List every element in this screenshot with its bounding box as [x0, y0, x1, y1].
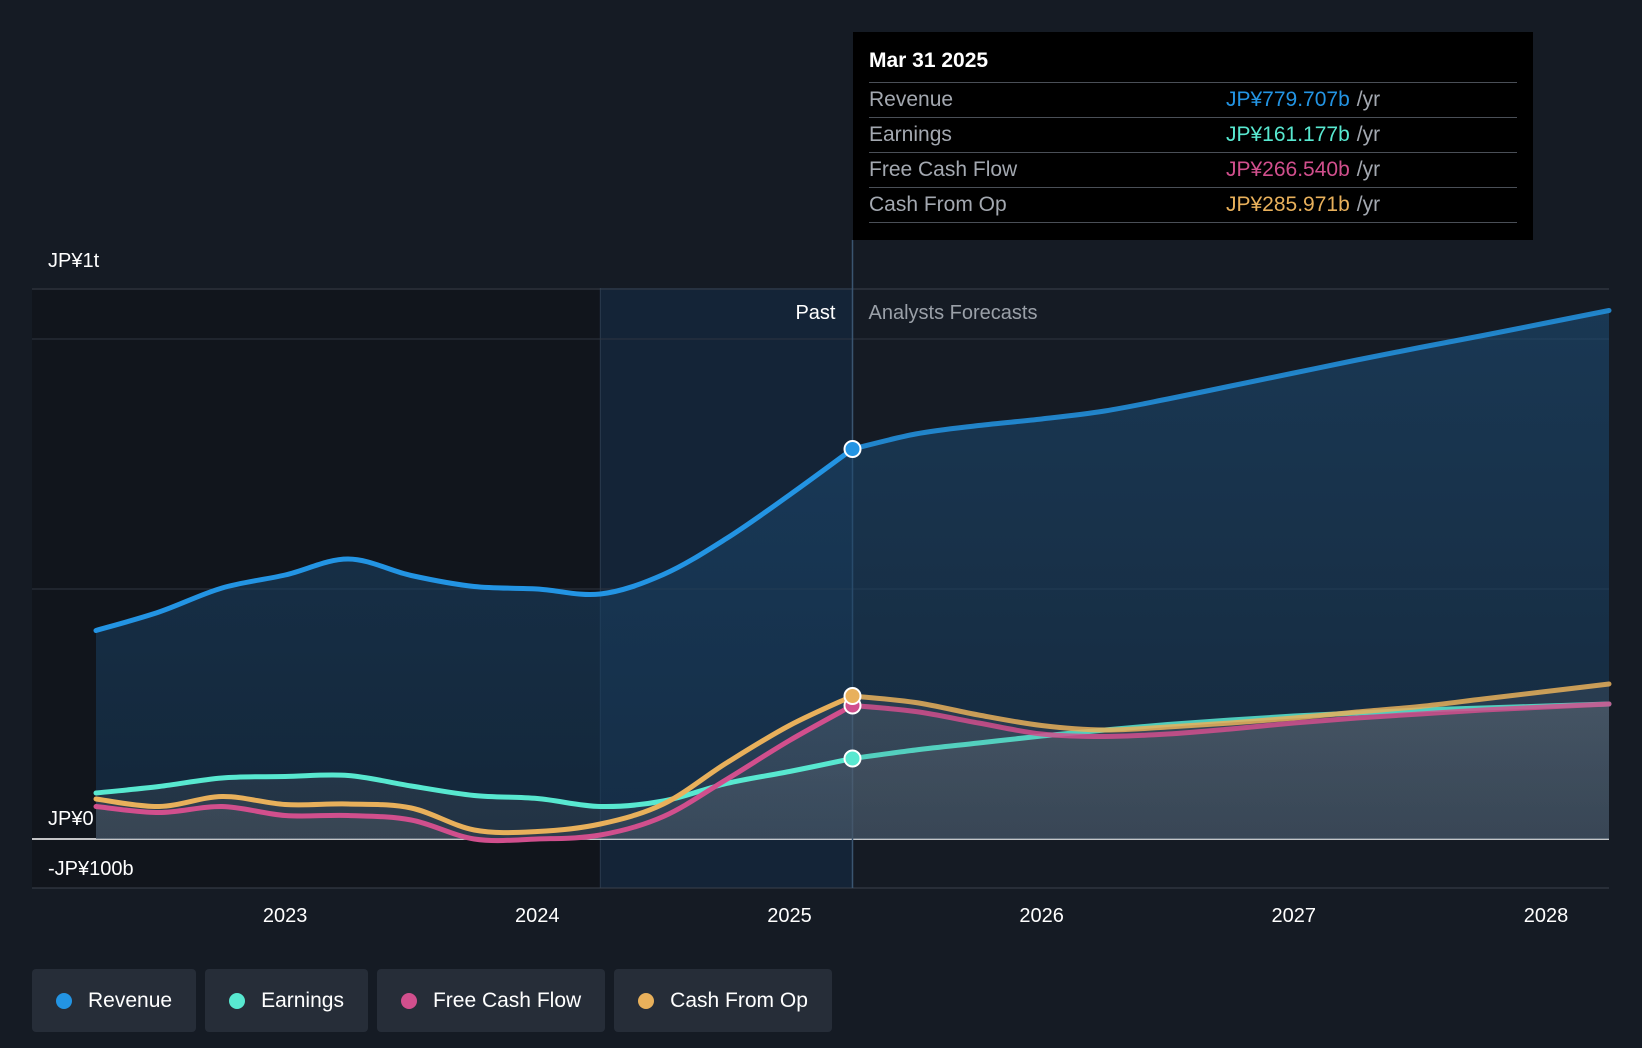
- tooltip-row-name: Free Cash Flow: [869, 158, 1018, 181]
- free-cash-flow-forecast-line: [850, 701, 1612, 740]
- cash-from-op-marker: [843, 687, 862, 705]
- x-axis-tick-label: 2025: [767, 905, 812, 927]
- tooltip-row-unit: /yr: [1356, 193, 1381, 216]
- legend-label: Cash From Op: [670, 988, 808, 1012]
- revenue-past-line: [93, 446, 855, 633]
- x-axis-tick-label: 2026: [1019, 905, 1064, 927]
- y-axis-label: JP¥1t: [48, 250, 100, 272]
- tooltip-row-name: Cash From Op: [869, 193, 1007, 216]
- cash-from-op-dot-icon: [638, 992, 655, 1009]
- tooltip-row-value: JP¥161.177b: [1226, 123, 1350, 146]
- x-axis-tick-label: 2028: [1524, 905, 1569, 927]
- earnings-past-line: [93, 756, 855, 810]
- revenue-marker: [843, 440, 862, 458]
- forecast-label: Analysts Forecasts: [869, 302, 1038, 324]
- tooltip-row-name: Earnings: [869, 123, 952, 146]
- legend-item-revenue[interactable]: Revenue: [32, 969, 197, 1032]
- x-axis-tick-label: 2027: [1272, 905, 1317, 927]
- tooltip-row-earnings: Earnings JP¥161.177b /yr: [869, 118, 1517, 153]
- tooltip-row-unit: /yr: [1356, 123, 1381, 146]
- legend-item-cash-from-op[interactable]: Cash From Op: [614, 969, 832, 1032]
- past-label: Past: [795, 302, 835, 324]
- x-axis-tick-label: 2023: [263, 905, 308, 927]
- free-cash-flow-dot-icon: [400, 992, 417, 1009]
- tooltip-row-revenue: Revenue JP¥779.707b /yr: [869, 83, 1517, 118]
- legend-item-earnings[interactable]: Earnings: [205, 969, 368, 1032]
- legend: Revenue Earnings Free Cash Flow Cash Fro…: [32, 969, 832, 1032]
- free-cash-flow-past-line: [93, 703, 855, 844]
- cash-from-op-forecast-line: [850, 681, 1612, 733]
- revenue-forecast-line: [850, 308, 1612, 452]
- tooltip-date: Mar 31 2025: [869, 48, 1517, 83]
- legend-item-free-cash-flow[interactable]: Free Cash Flow: [376, 969, 606, 1032]
- legend-label: Free Cash Flow: [432, 988, 582, 1012]
- revenue-area: [96, 310, 1609, 839]
- tooltip-row-free-cash-flow: Free Cash Flow JP¥266.540b /yr: [869, 153, 1517, 188]
- revenue-dot-icon: [56, 992, 72, 1009]
- earnings-dot-icon: [229, 992, 246, 1009]
- tooltip-row-name: Revenue: [869, 88, 954, 111]
- cash-from-op-past-line: [93, 693, 855, 836]
- legend-label: Earnings: [261, 988, 344, 1012]
- chart-area: JP¥1t JP¥0 -JP¥100b 2023 2024 2025 2026 2027 202…: [32, 240, 1612, 927]
- tooltip-row-unit: /yr: [1356, 158, 1381, 181]
- y-axis-label: JP¥0: [48, 808, 94, 830]
- tooltip-row-value: JP¥779.707b: [1226, 88, 1350, 111]
- tooltip-row-value: JP¥285.971b: [1226, 193, 1350, 216]
- y-axis-label: -JP¥100b: [48, 858, 134, 880]
- legend-label: Revenue: [88, 988, 173, 1012]
- tooltip: Mar 31 2025 Revenue JP¥779.707b /yr Earn…: [853, 32, 1533, 240]
- earnings-marker: [843, 749, 862, 768]
- tooltip-row-unit: /yr: [1356, 88, 1381, 111]
- tooltip-row-value: JP¥266.540b: [1226, 158, 1350, 181]
- x-axis-tick-label: 2024: [515, 905, 560, 927]
- tooltip-row-cash-from-op: Cash From Op JP¥285.971b /yr: [869, 188, 1517, 223]
